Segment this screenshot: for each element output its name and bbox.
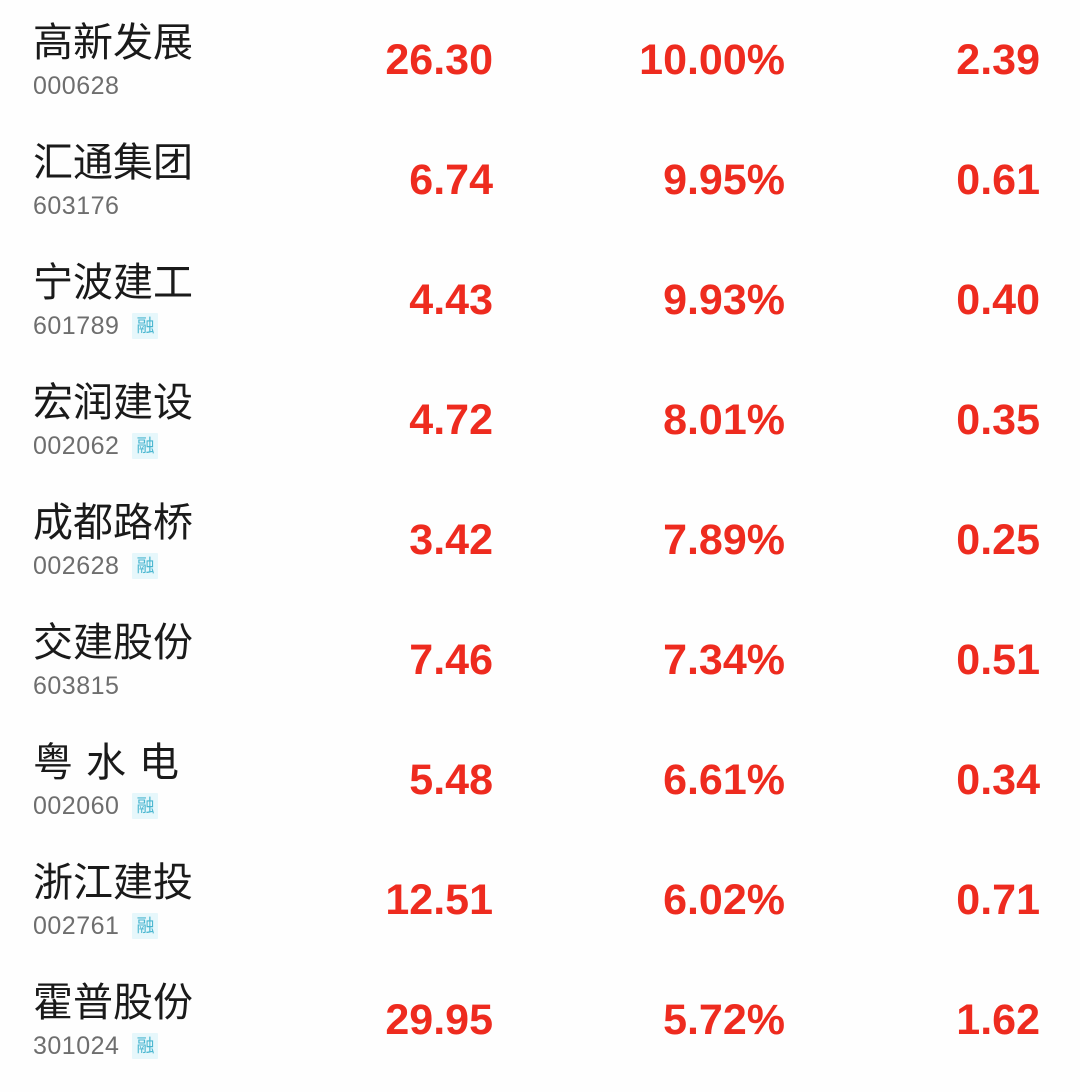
stock-code-line: 002761 融 bbox=[33, 912, 295, 940]
stock-change-amount: 0.34 bbox=[956, 756, 1040, 804]
stock-name: 交建股份 bbox=[33, 621, 193, 665]
stock-name: 高新发展 bbox=[33, 21, 193, 65]
stock-identity: 宁波建工 601789 融 bbox=[33, 260, 295, 340]
stock-code-line: 601789 融 bbox=[33, 312, 295, 340]
stock-code-line: 301024 融 bbox=[33, 1032, 295, 1060]
stock-price: 29.95 bbox=[385, 996, 493, 1044]
stock-row[interactable]: 汇通集团 603176 6.74 9.95% 0.61 bbox=[0, 120, 1080, 240]
margin-trading-badge: 融 bbox=[132, 1033, 159, 1059]
margin-trading-badge: 融 bbox=[132, 553, 159, 579]
stock-change-percent: 5.72% bbox=[663, 996, 785, 1044]
stock-code-line: 603815 bbox=[33, 672, 295, 700]
stock-row[interactable]: 高新发展 000628 26.30 10.00% 2.39 bbox=[0, 0, 1080, 120]
stock-change-amount: 1.62 bbox=[956, 996, 1040, 1044]
stock-change-amount: 2.39 bbox=[956, 36, 1040, 84]
stock-price: 3.42 bbox=[409, 516, 493, 564]
stock-code: 603815 bbox=[33, 672, 120, 700]
stock-change-percent: 9.95% bbox=[663, 156, 785, 204]
stock-row[interactable]: 宏润建设 002062 融 4.72 8.01% 0.35 bbox=[0, 360, 1080, 480]
stock-name: 浙江建投 bbox=[33, 861, 193, 905]
stock-row[interactable]: 成都路桥 002628 融 3.42 7.89% 0.25 bbox=[0, 480, 1080, 600]
stock-identity: 高新发展 000628 bbox=[33, 20, 295, 100]
margin-trading-badge: 融 bbox=[132, 913, 159, 939]
stock-row[interactable]: 霍普股份 301024 融 29.95 5.72% 1.62 bbox=[0, 960, 1080, 1080]
stock-code: 000628 bbox=[33, 72, 120, 100]
stock-code: 002761 bbox=[33, 912, 120, 940]
stock-identity: 宏润建设 002062 融 bbox=[33, 380, 295, 460]
stock-code-line: 002060 融 bbox=[33, 792, 295, 820]
stock-price: 6.74 bbox=[409, 156, 493, 204]
margin-trading-badge: 融 bbox=[132, 313, 159, 339]
stock-identity: 交建股份 603815 bbox=[33, 620, 295, 700]
stock-change-percent: 8.01% bbox=[663, 396, 785, 444]
stock-change-amount: 0.71 bbox=[956, 876, 1040, 924]
stock-identity: 成都路桥 002628 融 bbox=[33, 500, 295, 580]
stock-code: 002062 bbox=[33, 432, 120, 460]
stock-price: 4.72 bbox=[409, 396, 493, 444]
stock-change-percent: 7.34% bbox=[663, 636, 785, 684]
stock-change-percent: 10.00% bbox=[639, 36, 785, 84]
stock-row[interactable]: 粤水电 002060 融 5.48 6.61% 0.34 bbox=[0, 720, 1080, 840]
stock-change-percent: 6.02% bbox=[663, 876, 785, 924]
stock-change-amount: 0.61 bbox=[956, 156, 1040, 204]
stock-code-line: 000628 bbox=[33, 72, 295, 100]
stock-name: 宏润建设 bbox=[33, 381, 193, 425]
stock-price: 12.51 bbox=[385, 876, 493, 924]
stock-name: 宁波建工 bbox=[33, 261, 193, 305]
stock-name: 汇通集团 bbox=[33, 141, 193, 185]
stock-change-amount: 0.51 bbox=[956, 636, 1040, 684]
margin-trading-badge: 融 bbox=[132, 793, 159, 819]
stock-identity: 汇通集团 603176 bbox=[33, 140, 295, 220]
stock-identity: 粤水电 002060 融 bbox=[33, 740, 295, 820]
margin-trading-badge: 融 bbox=[132, 433, 159, 459]
stock-change-percent: 6.61% bbox=[663, 756, 785, 804]
stock-code-line: 002062 融 bbox=[33, 432, 295, 460]
stock-change-amount: 0.35 bbox=[956, 396, 1040, 444]
stock-name: 粤水电 bbox=[33, 741, 192, 785]
stock-row[interactable]: 交建股份 603815 7.46 7.34% 0.51 bbox=[0, 600, 1080, 720]
stock-change-amount: 0.25 bbox=[956, 516, 1040, 564]
stock-identity: 浙江建投 002761 融 bbox=[33, 860, 295, 940]
stock-price: 26.30 bbox=[385, 36, 493, 84]
stock-code: 002060 bbox=[33, 792, 120, 820]
stock-code: 301024 bbox=[33, 1032, 120, 1060]
stock-code: 002628 bbox=[33, 552, 120, 580]
stock-row[interactable]: 浙江建投 002761 融 12.51 6.02% 0.71 bbox=[0, 840, 1080, 960]
stock-price: 5.48 bbox=[409, 756, 493, 804]
stock-change-percent: 9.93% bbox=[663, 276, 785, 324]
stock-change-percent: 7.89% bbox=[663, 516, 785, 564]
stock-code: 603176 bbox=[33, 192, 120, 220]
stock-change-amount: 0.40 bbox=[956, 276, 1040, 324]
stock-code-line: 002628 融 bbox=[33, 552, 295, 580]
stock-code-line: 603176 bbox=[33, 192, 295, 220]
stock-identity: 霍普股份 301024 融 bbox=[33, 980, 295, 1060]
stock-row[interactable]: 宁波建工 601789 融 4.43 9.93% 0.40 bbox=[0, 240, 1080, 360]
stock-name: 成都路桥 bbox=[33, 501, 193, 545]
stock-name: 霍普股份 bbox=[33, 981, 193, 1025]
stock-price: 4.43 bbox=[409, 276, 493, 324]
stock-code: 601789 bbox=[33, 312, 120, 340]
stock-price: 7.46 bbox=[409, 636, 493, 684]
